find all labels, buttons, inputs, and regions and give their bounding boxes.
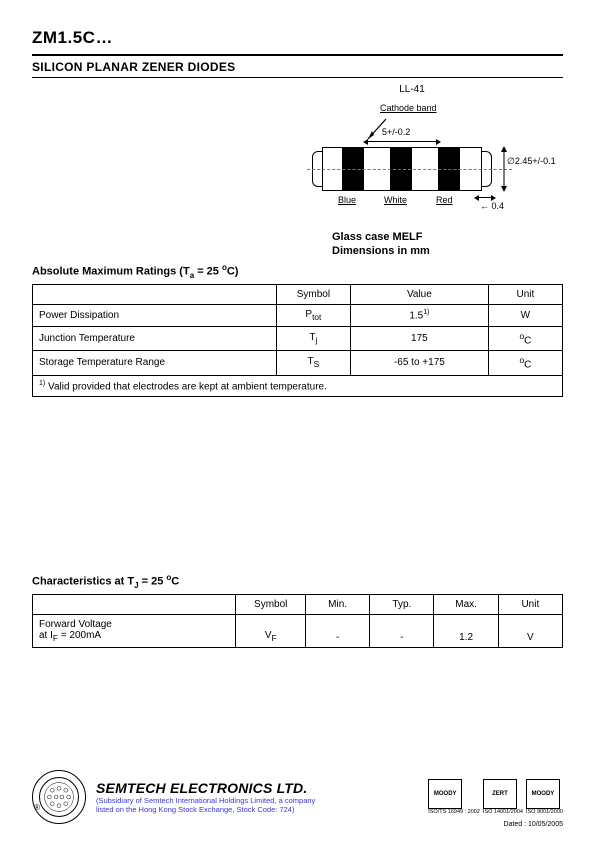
- part-number-title: ZM1.5C…: [32, 28, 563, 48]
- cell-typ: -: [370, 614, 434, 647]
- cert-top: ZERT: [484, 791, 516, 797]
- company-sub1: (Subsidiary of Semtech International Hol…: [96, 796, 315, 805]
- dim-line-cap: [478, 197, 492, 198]
- company-sub2: listed on the Hong Kong Stock Exchange, …: [96, 805, 315, 814]
- package-drawing: Cathode band 5+/-0.2 ∅2.45+/-0.1 ← 0.4 B…: [302, 101, 522, 221]
- cell-symbol: VF: [236, 614, 306, 647]
- cert-badge: MOODY ISO 9001/2000: [526, 779, 563, 816]
- cert-top: MOODY: [527, 791, 559, 797]
- cert-icon: MOODY: [428, 779, 462, 809]
- package-caption-1: Glass case MELF: [332, 231, 552, 243]
- cert-badges: MOODY ISO/TS 16949 : 2002 ZERT ISO 14001…: [428, 779, 563, 816]
- company-name: SEMTECH ELECTRONICS LTD.: [96, 780, 315, 796]
- cell-param: Forward Voltage at IF = 200mA: [33, 614, 236, 647]
- characteristics-heading: Characteristics at TJ = 25 oC: [32, 573, 563, 590]
- cell-min: -: [306, 614, 370, 647]
- cert-badge: MOODY ISO/TS 16949 : 2002: [428, 779, 480, 816]
- cert-top: MOODY: [429, 791, 461, 797]
- cell-unit: oC: [488, 351, 562, 375]
- cert-std: ISO 14001/2004: [483, 810, 523, 816]
- footnote-marker: 1): [39, 380, 45, 387]
- val-sup: 1): [423, 309, 429, 316]
- dim-cap-value: 0.4: [492, 201, 505, 211]
- footnote-text: Valid provided that electrodes are kept …: [48, 381, 327, 392]
- package-block: LL-41 Cathode band 5+/-0.2 ∅2.45+/-0.1 ←…: [272, 84, 552, 257]
- band-label-3: Red: [436, 195, 453, 205]
- col-param: [33, 284, 277, 304]
- subtitle: SILICON PLANAR ZENER DIODES: [32, 60, 563, 74]
- cell-unit: W: [488, 304, 562, 326]
- package-code: LL-41: [272, 84, 552, 95]
- col-symbol: Symbol: [236, 594, 306, 614]
- cell-max: 1.2: [434, 614, 498, 647]
- package-caption-2: Dimensions in mm: [332, 245, 552, 257]
- cell-unit: oC: [488, 326, 562, 350]
- cell-value: 175: [350, 326, 488, 350]
- cell-param: Storage Temperature Range: [33, 351, 277, 375]
- table-row: Storage Temperature Range TS -65 to +175…: [33, 351, 563, 375]
- characteristics-table: Symbol Min. Typ. Max. Unit Forward Volta…: [32, 594, 563, 648]
- divider-thin: [32, 77, 563, 78]
- registered-mark: ®: [34, 803, 40, 812]
- cell-value: 1.51): [350, 304, 488, 326]
- table-row: Forward Voltage at IF = 200mA VF - - 1.2…: [33, 614, 563, 647]
- cert-std: ISO/TS 16949 : 2002: [428, 810, 480, 816]
- dim-length: 5+/-0.2: [382, 127, 410, 137]
- char-header-row: Symbol Min. Typ. Max. Unit: [33, 594, 563, 614]
- cathode-band-label: Cathode band: [380, 103, 437, 113]
- company-block: SEMTECH ELECTRONICS LTD. (Subsidiary of …: [96, 780, 315, 814]
- cell-unit: V: [498, 614, 562, 647]
- cert-icon: MOODY: [526, 779, 560, 809]
- band-label-2: White: [384, 195, 407, 205]
- col-value: Value: [350, 284, 488, 304]
- company-logo-icon: [32, 770, 86, 824]
- cert-icon: ZERT: [483, 779, 517, 809]
- col-param: [33, 594, 236, 614]
- cell-param: Junction Temperature: [33, 326, 277, 350]
- centerline: [307, 169, 512, 170]
- dim-arrow-right: [498, 143, 510, 195]
- cell-value: -65 to +175: [350, 351, 488, 375]
- ratings-header-row: Symbol Value Unit: [33, 284, 563, 304]
- dim-line-top: [367, 141, 437, 142]
- val: 1.5: [409, 311, 423, 322]
- footer: SEMTECH ELECTRONICS LTD. (Subsidiary of …: [32, 770, 563, 824]
- band-label-1: Blue: [338, 195, 356, 205]
- col-symbol: Symbol: [276, 284, 350, 304]
- cell-symbol: Tj: [276, 326, 350, 350]
- dim-diameter: ∅2.45+/-0.1: [507, 156, 556, 167]
- dim-cap-width: ← 0.4: [480, 201, 504, 211]
- footnote-cell: 1) Valid provided that electrodes are ke…: [33, 375, 563, 396]
- col-min: Min.: [306, 594, 370, 614]
- cert-badge: ZERT ISO 14001/2004: [483, 779, 523, 816]
- param-l1: Forward Voltage: [39, 619, 112, 630]
- ratings-heading: Absolute Maximum Ratings (Ta = 25 oC): [32, 263, 563, 280]
- footnote-row: 1) Valid provided that electrodes are ke…: [33, 375, 563, 396]
- col-unit: Unit: [488, 284, 562, 304]
- cell-param: Power Dissipation: [33, 304, 277, 326]
- col-typ: Typ.: [370, 594, 434, 614]
- cert-std: ISO 9001/2000: [526, 810, 563, 816]
- table-row: Junction Temperature Tj 175 oC: [33, 326, 563, 350]
- cell-symbol: Ptot: [276, 304, 350, 326]
- col-unit: Unit: [498, 594, 562, 614]
- cell-symbol: TS: [276, 351, 350, 375]
- ratings-table: Symbol Value Unit Power Dissipation Ptot…: [32, 284, 563, 397]
- col-max: Max.: [434, 594, 498, 614]
- dated-text: Dated : 10/05/2005: [503, 821, 563, 828]
- table-row: Power Dissipation Ptot 1.51) W: [33, 304, 563, 326]
- divider-thick: [32, 54, 563, 56]
